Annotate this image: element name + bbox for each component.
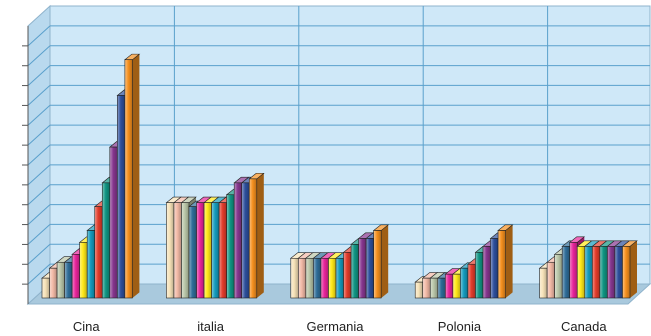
bar-front	[599, 246, 608, 299]
bar-front	[211, 202, 220, 299]
bar-front	[109, 146, 118, 299]
bar-front	[422, 277, 431, 299]
bar	[248, 172, 265, 299]
bar-front	[482, 246, 491, 299]
bar-front	[622, 246, 631, 299]
gridline-side	[27, 65, 51, 86]
bar	[497, 224, 514, 299]
bar-side	[505, 224, 513, 298]
bar-front	[71, 254, 80, 299]
bar-front	[328, 257, 337, 299]
bar-front	[101, 182, 111, 299]
bar-group-italia	[165, 172, 265, 299]
bar-front	[539, 267, 548, 299]
bar-front	[607, 246, 616, 299]
gridline-side	[27, 85, 51, 106]
bar-front	[218, 202, 227, 299]
bar-front	[226, 194, 235, 299]
bar-side	[630, 240, 637, 298]
bar-side	[256, 173, 264, 298]
category-label: Canada	[561, 319, 607, 334]
bar-front	[452, 273, 461, 299]
bar-front	[561, 246, 571, 299]
gridline-side	[27, 45, 51, 67]
bar-front	[64, 261, 73, 299]
bar-front	[233, 182, 243, 299]
bar-front	[592, 246, 601, 299]
bar-front	[79, 242, 88, 299]
bar-front	[188, 206, 197, 299]
bar-front	[554, 254, 563, 299]
gridline-side	[27, 243, 51, 265]
bar-side	[381, 224, 389, 298]
bar-group-polonia	[414, 224, 514, 299]
bar-front	[569, 242, 578, 299]
bar-front	[173, 202, 182, 299]
gridline-side	[27, 25, 51, 47]
bar-front	[373, 230, 382, 299]
category-label: Polonia	[438, 319, 482, 334]
category-label: Cina	[73, 319, 101, 334]
bar-front	[467, 263, 476, 299]
bar-front	[166, 202, 175, 299]
category-label: italia	[197, 319, 225, 334]
bar-front	[365, 238, 374, 299]
bar-front	[94, 206, 103, 299]
bar-front	[429, 277, 439, 299]
bar-group-cina	[41, 53, 141, 299]
bar-front	[546, 261, 555, 299]
bar-front	[196, 202, 205, 299]
bar-front	[241, 182, 250, 299]
bar-front	[490, 238, 499, 299]
bar-front	[584, 246, 593, 299]
bar-side	[132, 54, 140, 298]
gridline-side	[27, 224, 51, 245]
bar-front	[445, 273, 454, 299]
gridline-side	[27, 144, 51, 166]
gridline-side	[27, 184, 51, 206]
bar-front	[358, 238, 367, 299]
bar-front	[343, 252, 352, 299]
bar-front	[298, 257, 307, 299]
bar-front	[117, 95, 126, 299]
bars	[41, 53, 638, 299]
bar-front	[49, 267, 58, 299]
bar-front	[576, 246, 586, 299]
category-label: Germania	[306, 319, 364, 334]
bar-front	[437, 277, 446, 299]
gridline-side	[27, 204, 51, 225]
bar-front	[56, 261, 65, 299]
bar-front	[460, 267, 469, 299]
bar-front	[203, 202, 212, 299]
bar	[621, 240, 638, 299]
bar-front	[248, 178, 258, 299]
gridline-side	[27, 263, 51, 285]
bar-front	[320, 257, 329, 299]
bar-front	[41, 277, 50, 299]
bar-group-germania	[289, 224, 390, 299]
bar	[372, 224, 390, 299]
bar-group-canada	[538, 236, 638, 299]
bar-front	[181, 202, 190, 299]
gridline-side	[27, 124, 51, 146]
category-labels: Cina italia Germania Polonia Canada	[73, 319, 608, 334]
bar-front	[335, 257, 344, 299]
bar-front	[614, 246, 623, 299]
bar-front	[86, 230, 96, 299]
bar-front	[350, 244, 359, 299]
bar	[124, 53, 141, 299]
bar-front	[305, 257, 314, 299]
bar-front	[497, 230, 506, 299]
bar-front	[124, 59, 133, 299]
bar-front	[414, 281, 424, 299]
bar-front	[290, 257, 299, 299]
gridline-side	[27, 164, 51, 186]
gridline-side	[27, 104, 51, 126]
bar-front	[313, 257, 322, 299]
bar-front	[475, 252, 484, 299]
